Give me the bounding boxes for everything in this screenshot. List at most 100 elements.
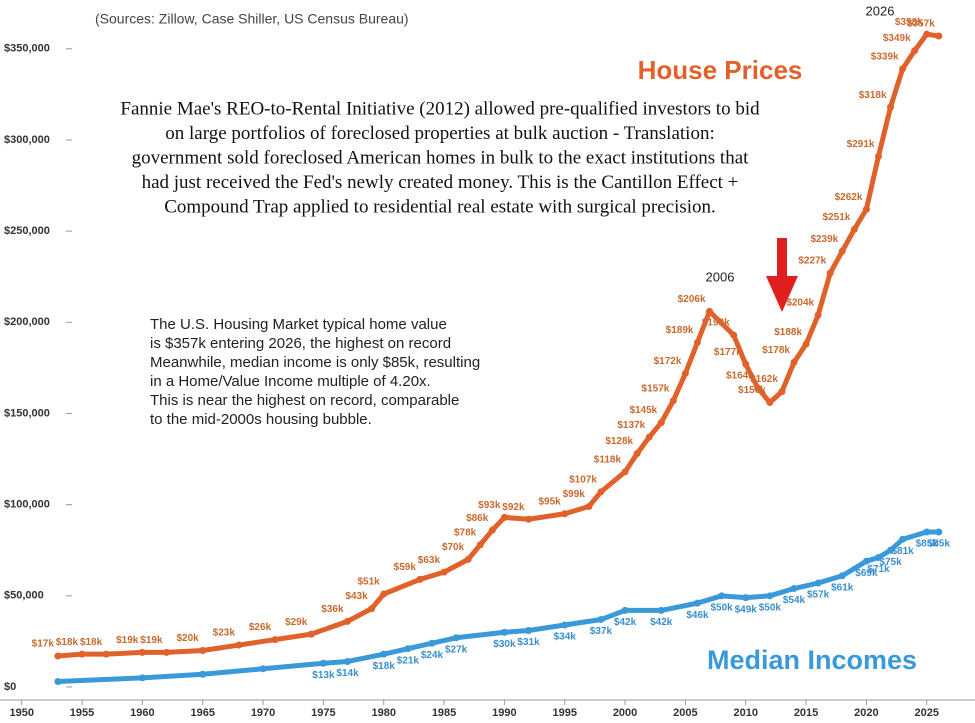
point [500, 513, 508, 521]
value-label: $61k [831, 582, 854, 593]
point [766, 399, 774, 407]
point [621, 468, 629, 476]
point [525, 515, 533, 523]
point [500, 628, 508, 636]
point [54, 678, 62, 686]
point [814, 311, 822, 319]
point [838, 572, 846, 580]
point [138, 648, 146, 656]
value-label: $239k [810, 234, 838, 245]
value-label: $349k [883, 33, 911, 44]
point [235, 641, 243, 649]
point [585, 502, 593, 510]
x-tick-label: 1975 [311, 707, 335, 719]
value-label: $107k [569, 475, 597, 486]
value-label: $128k [605, 436, 633, 447]
legend-income: Median Incomes [707, 645, 917, 675]
value-label: $57k [807, 590, 830, 601]
point [826, 269, 834, 277]
value-label: $188k [774, 327, 802, 338]
y-tick-label: $100,000 [4, 499, 50, 511]
value-label: $18k [373, 661, 396, 672]
y-tick-label: $350,000 [4, 43, 50, 55]
value-label: $26k [249, 622, 272, 633]
value-label: $99k [563, 489, 586, 500]
x-tick-label: 2015 [794, 707, 818, 719]
value-label: $339k [871, 51, 899, 62]
point [102, 650, 110, 658]
point [440, 568, 448, 576]
point [754, 384, 762, 392]
point [561, 510, 569, 518]
point [380, 650, 388, 658]
value-label: $13k [312, 670, 335, 681]
point [862, 557, 870, 565]
y-tick-label: $250,000 [4, 225, 50, 237]
info-line: to the mid-2000s housing bubble. [150, 411, 372, 428]
point [259, 665, 267, 673]
value-label: $156k [738, 385, 766, 396]
arrow-head [766, 276, 798, 312]
info-line: The U.S. Housing Market typical home val… [150, 316, 447, 333]
value-label: $42k [614, 617, 637, 628]
value-label: $172k [654, 356, 682, 367]
point [814, 579, 822, 587]
value-label: $358k [895, 17, 923, 28]
value-label: $85k [928, 539, 951, 550]
value-label: $291k [847, 139, 875, 150]
series-line [57, 31, 940, 659]
value-label: $164k [726, 371, 754, 382]
point [718, 592, 726, 600]
point [887, 546, 895, 554]
x-tick-label: 1965 [190, 707, 214, 719]
point [742, 360, 750, 368]
point [693, 338, 701, 346]
value-label: $42k [650, 617, 673, 628]
value-label: $19k [116, 635, 139, 646]
value-label: $37k [590, 626, 613, 637]
point [681, 369, 689, 377]
point [874, 554, 882, 562]
point [319, 659, 327, 667]
value-label: $78k [454, 527, 477, 538]
point [657, 419, 665, 427]
point [911, 47, 919, 55]
point [621, 606, 629, 614]
x-tick-label: 1980 [371, 707, 395, 719]
point [476, 541, 484, 549]
x-tick-label: 2010 [733, 707, 757, 719]
arrow-shaft [777, 238, 787, 278]
x-tick-label: 1990 [492, 707, 516, 719]
annotation-line: on large portfolios of foreclosed proper… [165, 123, 714, 144]
point [344, 657, 352, 665]
value-label: $18k [80, 637, 103, 648]
end-label: 2026 [866, 3, 895, 18]
point [645, 433, 653, 441]
annotation-line: Fannie Mae's REO-to-Rental Initiative (2… [120, 98, 760, 119]
x-tick-label: 1950 [9, 707, 33, 719]
point [693, 599, 701, 607]
x-tick-label: 2000 [613, 707, 637, 719]
value-label: $71k [867, 564, 890, 575]
point [404, 645, 412, 653]
point [874, 152, 882, 160]
annotation-line: Compound Trap applied to residential rea… [164, 196, 716, 217]
value-label: $14k [336, 668, 359, 679]
value-label: $50k [710, 602, 733, 613]
value-label: $69k [855, 568, 878, 579]
y-tick-label: $200,000 [4, 316, 50, 328]
value-label: $318k [859, 90, 887, 101]
value-label: $137k [617, 420, 645, 431]
value-label: $50k [759, 602, 782, 613]
value-label: $93k [478, 500, 501, 511]
point [525, 626, 533, 634]
value-label: $262k [835, 192, 863, 203]
info-line: is $357k entering 2026, the highest on r… [150, 335, 451, 352]
value-label: $59k [394, 562, 417, 573]
point [452, 634, 460, 642]
plot [0, 30, 975, 705]
point [802, 340, 810, 348]
point [380, 590, 388, 598]
value-label: $20k [176, 633, 199, 644]
value-label: $92k [502, 502, 525, 513]
